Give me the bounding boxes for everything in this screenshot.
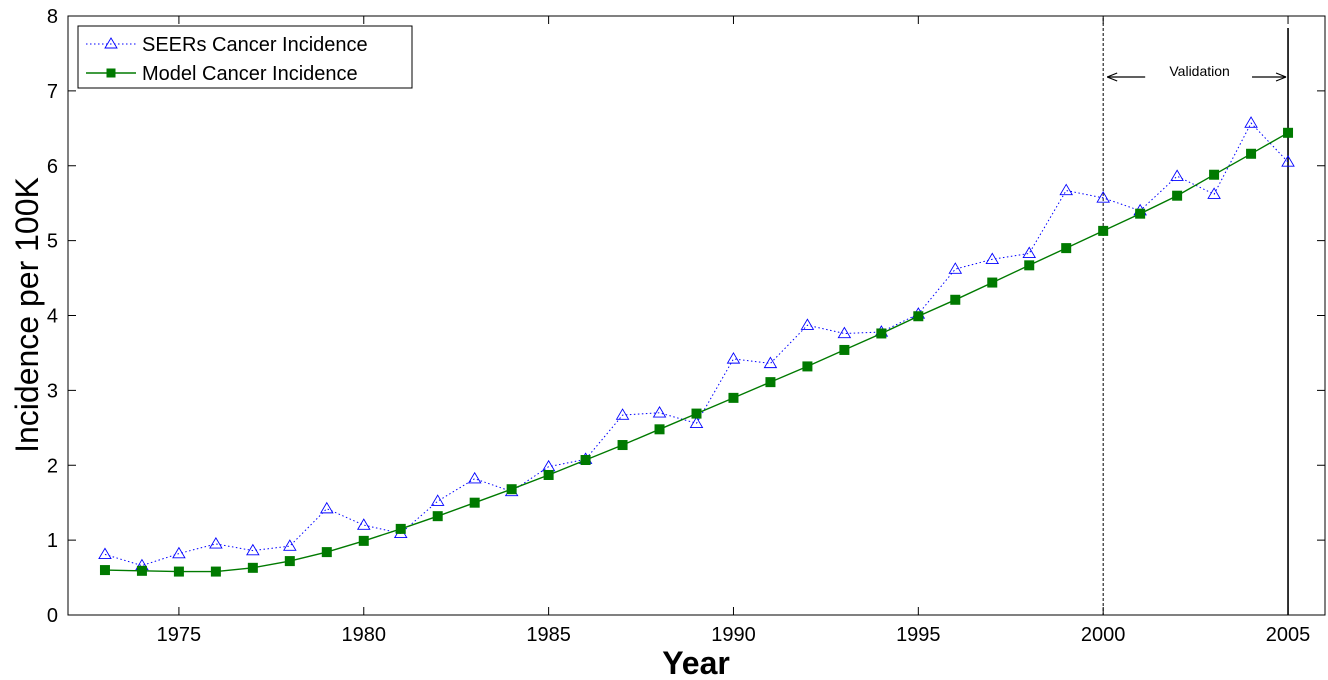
- validation-arrowhead-left: [1106, 72, 1118, 82]
- model-point: [617, 440, 628, 451]
- series-line-seer: [104, 122, 1289, 567]
- model-point: [728, 392, 739, 403]
- model-point: [284, 556, 295, 567]
- seer-point: [837, 326, 852, 339]
- model-point: [173, 566, 184, 577]
- seer-point: [800, 318, 815, 330]
- seer-point: [689, 416, 704, 428]
- legend: SEERs Cancer Incidence Model Cancer Incid…: [77, 25, 413, 89]
- model-point: [395, 523, 406, 534]
- x-tick-label: 2000: [1081, 624, 1126, 646]
- model-point: [876, 328, 887, 339]
- model-point: [432, 511, 443, 522]
- model-point: [1135, 208, 1146, 219]
- seer-point: [1096, 191, 1110, 203]
- y-tick-label: 1: [47, 530, 58, 552]
- x-tick-label: 1985: [526, 624, 571, 646]
- x-tick-label: 1995: [896, 624, 941, 646]
- seer-point: [1059, 183, 1073, 196]
- model-point: [913, 311, 924, 322]
- y-tick-label: 6: [47, 156, 58, 178]
- plot-area: [67, 15, 1326, 616]
- series-group: [98, 116, 1295, 577]
- y-tick-label: 4: [47, 306, 58, 328]
- y-tick-label: 0: [47, 605, 58, 627]
- y-tick-label: 3: [47, 380, 58, 402]
- legend-label-model: Model Cancer Incidence: [142, 63, 358, 85]
- model-point: [247, 562, 258, 573]
- seer-point: [209, 536, 223, 549]
- seer-point: [172, 546, 186, 559]
- model-point: [1209, 169, 1220, 180]
- seer-point: [1244, 116, 1258, 128]
- model-point: [765, 377, 776, 388]
- seer-point: [1022, 246, 1037, 259]
- legend-marker-seer: [104, 37, 118, 49]
- seer-point: [1207, 187, 1221, 199]
- legend-box: [77, 25, 413, 89]
- seer-point: [1281, 155, 1295, 167]
- seer-point: [320, 501, 334, 514]
- model-point: [1283, 127, 1294, 138]
- seer-point: [948, 262, 963, 274]
- y-tick-label: 5: [47, 231, 58, 253]
- seer-point: [615, 408, 630, 420]
- x-tick-label: 2005: [1266, 624, 1311, 646]
- seer-point: [98, 547, 112, 560]
- validation-arrowhead-right: [1275, 72, 1287, 82]
- y-tick-label: 7: [47, 81, 58, 103]
- model-point: [987, 277, 998, 288]
- x-tick-label: 1980: [342, 624, 387, 646]
- model-point: [321, 547, 332, 558]
- model-point: [950, 294, 961, 305]
- seer-point: [1170, 169, 1184, 181]
- seer-point: [356, 518, 371, 530]
- seer-point: [283, 539, 297, 551]
- seer-point: [652, 405, 667, 418]
- y-axis-title: Incidence per 100K: [9, 177, 45, 453]
- seer-point: [726, 352, 741, 364]
- model-point: [543, 469, 554, 480]
- validation-annotation: Validation: [1102, 18, 1289, 615]
- model-point: [839, 344, 850, 355]
- model-point: [580, 455, 591, 466]
- x-tick-label: 1975: [157, 624, 202, 646]
- legend-label-seer: SEERs Cancer Incidence: [142, 34, 368, 56]
- model-point: [1024, 260, 1035, 271]
- model-point: [358, 535, 369, 546]
- seer-point: [985, 252, 1000, 264]
- model-point: [1172, 190, 1183, 201]
- model-point: [99, 565, 110, 576]
- model-point: [506, 484, 517, 495]
- model-point: [691, 408, 702, 419]
- y-tick-label: 2: [47, 455, 58, 477]
- seer-point: [467, 471, 482, 484]
- seer-point: [430, 494, 445, 506]
- model-point: [1246, 148, 1257, 159]
- model-point: [802, 361, 813, 372]
- model-point: [210, 566, 221, 577]
- model-point: [654, 424, 665, 435]
- model-point: [1098, 225, 1109, 236]
- y-tick-label: 8: [47, 6, 58, 28]
- x-axis-title: Year: [662, 645, 730, 680]
- x-tick-label: 1990: [711, 624, 756, 646]
- seer-point: [246, 543, 260, 556]
- legend-marker-model: [106, 68, 116, 78]
- model-point: [1061, 243, 1072, 254]
- seer-point: [763, 356, 778, 369]
- validation-label: Validation: [1169, 63, 1229, 79]
- model-point: [136, 565, 147, 576]
- model-point: [469, 497, 480, 508]
